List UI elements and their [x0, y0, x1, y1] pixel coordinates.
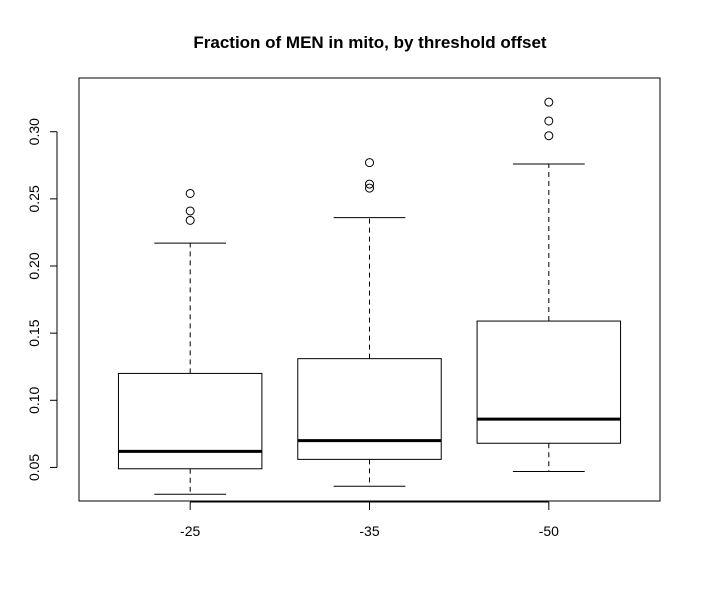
y-tick-label: 0.30 — [26, 118, 42, 145]
boxes-group — [117, 97, 622, 495]
plot-frame — [78, 77, 661, 502]
outlier-point — [544, 131, 554, 141]
x-axis: -25 -35 -50 — [180, 501, 559, 539]
outlier-point — [544, 97, 554, 107]
chart-title: Fraction of MEN in mito, by threshold of… — [193, 33, 547, 52]
iqr-box — [476, 320, 622, 444]
outlier-point — [185, 188, 195, 198]
box--35 — [297, 158, 442, 487]
y-tick-label: 0.10 — [26, 386, 42, 413]
y-tick-label: 0.20 — [26, 252, 42, 279]
y-axis: 0.05 0.10 0.15 0.20 0.25 0.30 — [26, 118, 58, 481]
outlier-point — [185, 215, 195, 225]
x-tick-label: -35 — [359, 523, 379, 539]
outlier-point — [365, 158, 374, 168]
box--50 — [476, 97, 622, 472]
outlier-point — [365, 179, 374, 189]
x-tick-label: -25 — [180, 523, 200, 539]
y-tick-label: 0.05 — [26, 454, 42, 481]
outlier-point — [544, 116, 554, 126]
y-tick-label: 0.25 — [26, 185, 42, 212]
outlier-point — [365, 183, 374, 193]
iqr-box — [297, 358, 442, 460]
x-tick-label: -50 — [539, 523, 559, 539]
outlier-point — [185, 206, 195, 216]
box--25 — [117, 188, 263, 495]
y-tick-label: 0.15 — [26, 319, 42, 346]
iqr-box — [117, 372, 263, 470]
